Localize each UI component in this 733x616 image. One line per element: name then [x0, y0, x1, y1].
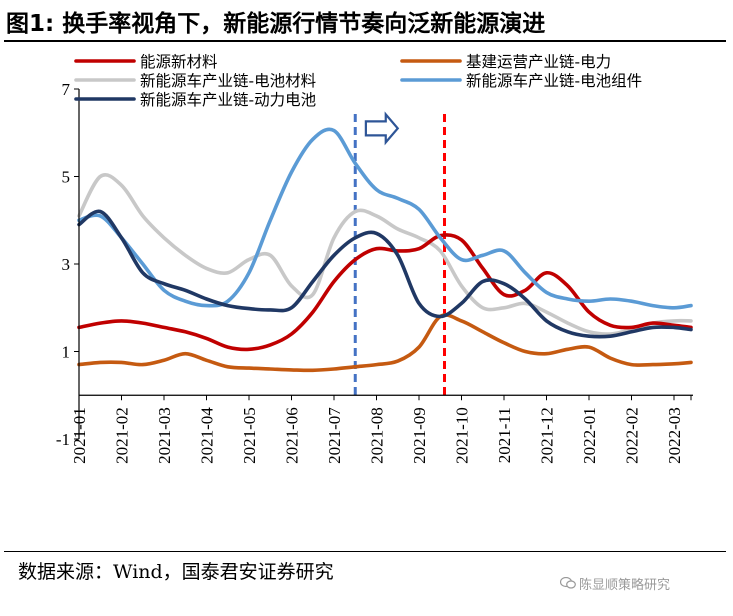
- wechat-icon: [560, 577, 576, 589]
- series-line-3: [77, 173, 693, 336]
- x-tick-label: 2022-01: [580, 407, 599, 464]
- legend-label: 新能源车产业链-电池材料: [140, 72, 316, 90]
- x-tick-label: 2021-11: [495, 407, 514, 463]
- figure-title: 图1: 换手率视角下，新能源行情节奏向泛新能源演进: [6, 11, 546, 37]
- x-tick-label: 2021-10: [453, 407, 472, 464]
- legend-label: 基建运营产业链-电力: [466, 53, 611, 71]
- y-tick-label: 7: [62, 80, 71, 99]
- x-tick-label: 2022-02: [623, 407, 642, 464]
- legend-label: 新能源车产业链-电池组件: [466, 72, 642, 90]
- x-tick-label: 2021-03: [155, 407, 174, 464]
- series-line-5: [77, 209, 693, 339]
- x-tick-label: 2021-12: [538, 407, 557, 464]
- x-tick-label: 2021-05: [240, 407, 259, 464]
- x-tick-label: 2021-04: [198, 407, 217, 464]
- watermark-label: 陈显顺策略研究: [579, 578, 671, 593]
- x-tick-label: 2022-03: [665, 407, 684, 464]
- annotations-layer: [353, 111, 446, 400]
- x-tick-label: 2021-09: [410, 407, 429, 464]
- y-tick-label: -1: [56, 430, 70, 449]
- title-rule: [4, 40, 726, 42]
- watermark: 陈显顺策略研究: [560, 574, 670, 593]
- y-tick-label: 5: [62, 168, 71, 187]
- series-line-4: [77, 127, 693, 310]
- turnover-line-chart: -1 1 3 5 7 2021-01 2021-02 2021-03 2021-04 2021-0…: [56, 53, 693, 464]
- legend-label: 新能源车产业链-动力电池: [140, 91, 316, 109]
- right-arrow-icon: [364, 111, 400, 146]
- source-rule: [4, 551, 726, 552]
- x-tick-label: 2021-06: [283, 407, 302, 464]
- axes-layer: -1 1 3 5 7 2021-01 2021-02 2021-03 2021-04 2021-0…: [56, 80, 693, 464]
- series-line-1: [77, 233, 693, 352]
- legend-label: 能源新材料: [140, 53, 218, 71]
- x-tick-label: 2021-01: [70, 407, 89, 464]
- series-layer: [77, 127, 693, 373]
- source-note: 数据来源：Wind，国泰君安证券研究: [18, 561, 334, 583]
- x-tick-label: 2021-02: [113, 407, 132, 464]
- y-tick-label: 1: [62, 343, 71, 362]
- series-line-2: [77, 313, 693, 373]
- x-tick-label: 2021-08: [368, 407, 387, 464]
- x-tick-label: 2021-07: [325, 407, 344, 464]
- y-tick-label: 3: [62, 255, 71, 274]
